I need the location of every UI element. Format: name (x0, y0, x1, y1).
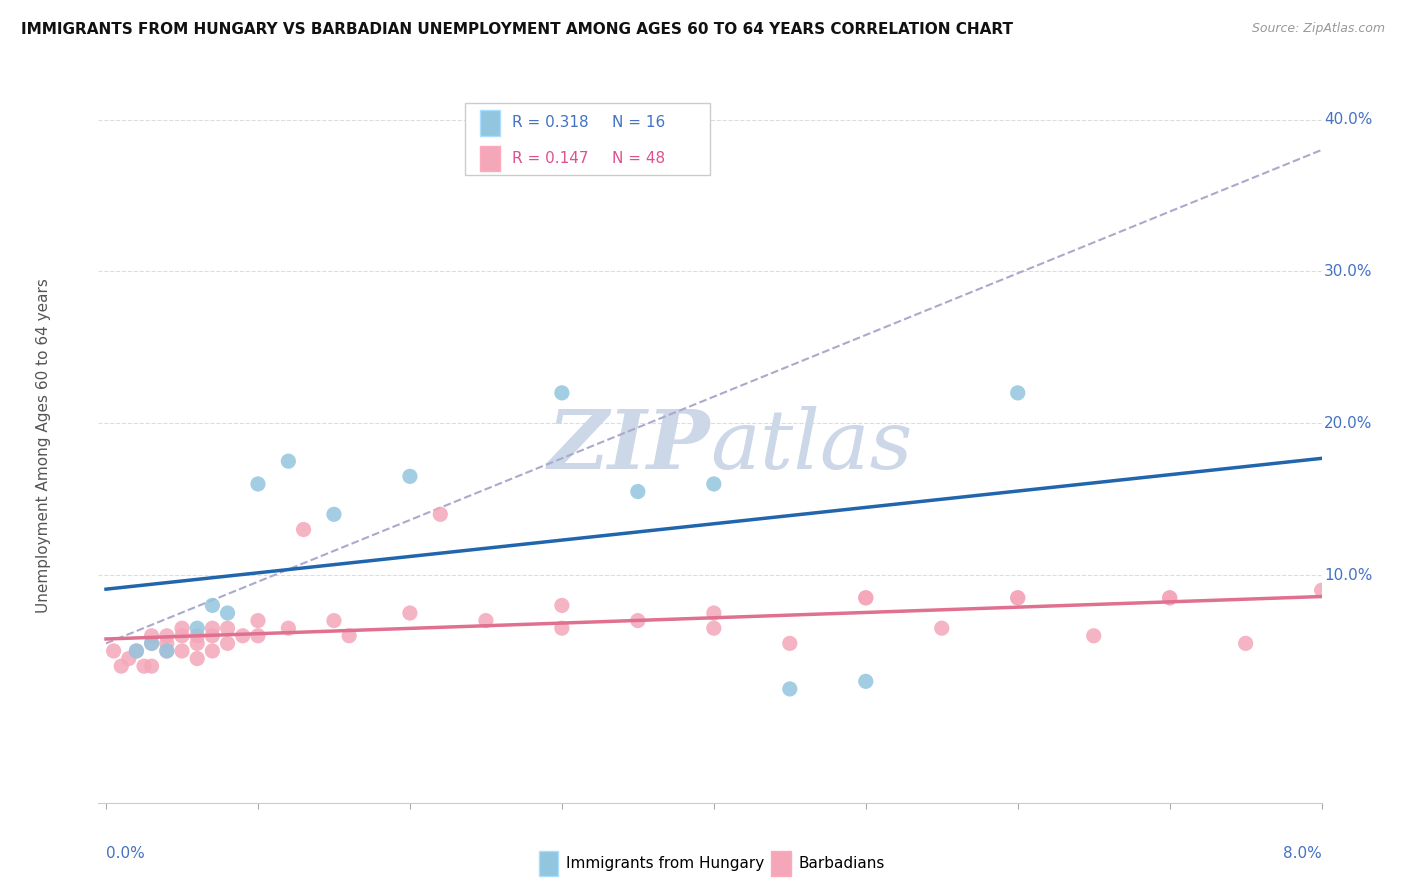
Point (855, 591, 877, 605)
Point (1234, 636, 1257, 650)
Point (703, 621, 725, 635)
Text: R = 0.318: R = 0.318 (512, 115, 589, 130)
Point (703, 477, 725, 491)
Point (156, 644, 179, 658)
Point (125, 644, 148, 658)
Point (1159, 591, 1181, 605)
Point (1310, 583, 1333, 598)
Point (217, 621, 239, 635)
Point (156, 636, 179, 650)
Point (277, 454, 299, 468)
Point (201, 644, 224, 658)
Text: 0.0%: 0.0% (105, 846, 145, 861)
Point (323, 614, 346, 628)
Point (201, 621, 224, 635)
Point (855, 591, 877, 605)
Point (246, 477, 269, 491)
Point (201, 599, 224, 613)
Point (399, 469, 422, 483)
Text: 10.0%: 10.0% (1324, 567, 1372, 582)
Point (931, 621, 953, 635)
Text: 8.0%: 8.0% (1282, 846, 1322, 861)
Text: 20.0%: 20.0% (1324, 416, 1372, 431)
Point (627, 484, 650, 499)
Point (277, 621, 299, 635)
Bar (479, 145, 499, 171)
Point (779, 681, 801, 696)
Point (475, 614, 498, 628)
Point (703, 606, 725, 620)
Point (170, 644, 193, 658)
Text: Source: ZipAtlas.com: Source: ZipAtlas.com (1251, 22, 1385, 36)
Point (156, 629, 179, 643)
FancyBboxPatch shape (465, 103, 710, 175)
Bar (479, 110, 499, 136)
Point (125, 644, 148, 658)
Point (103, 644, 125, 658)
Point (217, 636, 239, 650)
Point (1007, 591, 1029, 605)
Point (627, 614, 650, 628)
Point (399, 606, 422, 620)
Point (337, 629, 360, 643)
Bar (538, 851, 558, 876)
Point (217, 606, 239, 620)
Point (246, 629, 269, 643)
Point (141, 659, 163, 673)
Point (1159, 591, 1181, 605)
Point (201, 629, 224, 643)
Point (118, 651, 141, 665)
Text: N = 48: N = 48 (612, 151, 665, 166)
Text: N = 16: N = 16 (612, 115, 665, 130)
Text: IMMIGRANTS FROM HUNGARY VS BARBADIAN UNEMPLOYMENT AMONG AGES 60 TO 64 YEARS CORR: IMMIGRANTS FROM HUNGARY VS BARBADIAN UNE… (21, 22, 1014, 37)
Point (246, 614, 269, 628)
Point (1007, 591, 1029, 605)
Text: Unemployment Among Ages 60 to 64 years: Unemployment Among Ages 60 to 64 years (37, 278, 51, 614)
Point (551, 599, 574, 613)
Point (186, 636, 208, 650)
Text: 40.0%: 40.0% (1324, 112, 1372, 127)
Point (429, 508, 451, 522)
Point (141, 629, 163, 643)
Point (186, 629, 208, 643)
Point (232, 629, 254, 643)
Text: Immigrants from Hungary: Immigrants from Hungary (565, 856, 763, 871)
Point (779, 636, 801, 650)
Point (551, 621, 574, 635)
Text: Barbadians: Barbadians (799, 856, 884, 871)
Point (551, 385, 574, 400)
Point (170, 621, 193, 635)
Point (132, 659, 155, 673)
Text: 30.0%: 30.0% (1324, 264, 1372, 279)
Point (855, 674, 877, 689)
Point (141, 636, 163, 650)
Point (292, 523, 315, 537)
Point (170, 629, 193, 643)
Point (186, 621, 208, 635)
Point (186, 651, 208, 665)
Text: R = 0.147: R = 0.147 (512, 151, 588, 166)
Point (156, 644, 179, 658)
Point (1007, 385, 1029, 400)
Point (110, 659, 132, 673)
Text: atlas: atlas (710, 406, 912, 486)
Bar (772, 851, 790, 876)
Text: ZIP: ZIP (547, 406, 710, 486)
Point (141, 636, 163, 650)
Point (1083, 629, 1105, 643)
Point (323, 508, 346, 522)
